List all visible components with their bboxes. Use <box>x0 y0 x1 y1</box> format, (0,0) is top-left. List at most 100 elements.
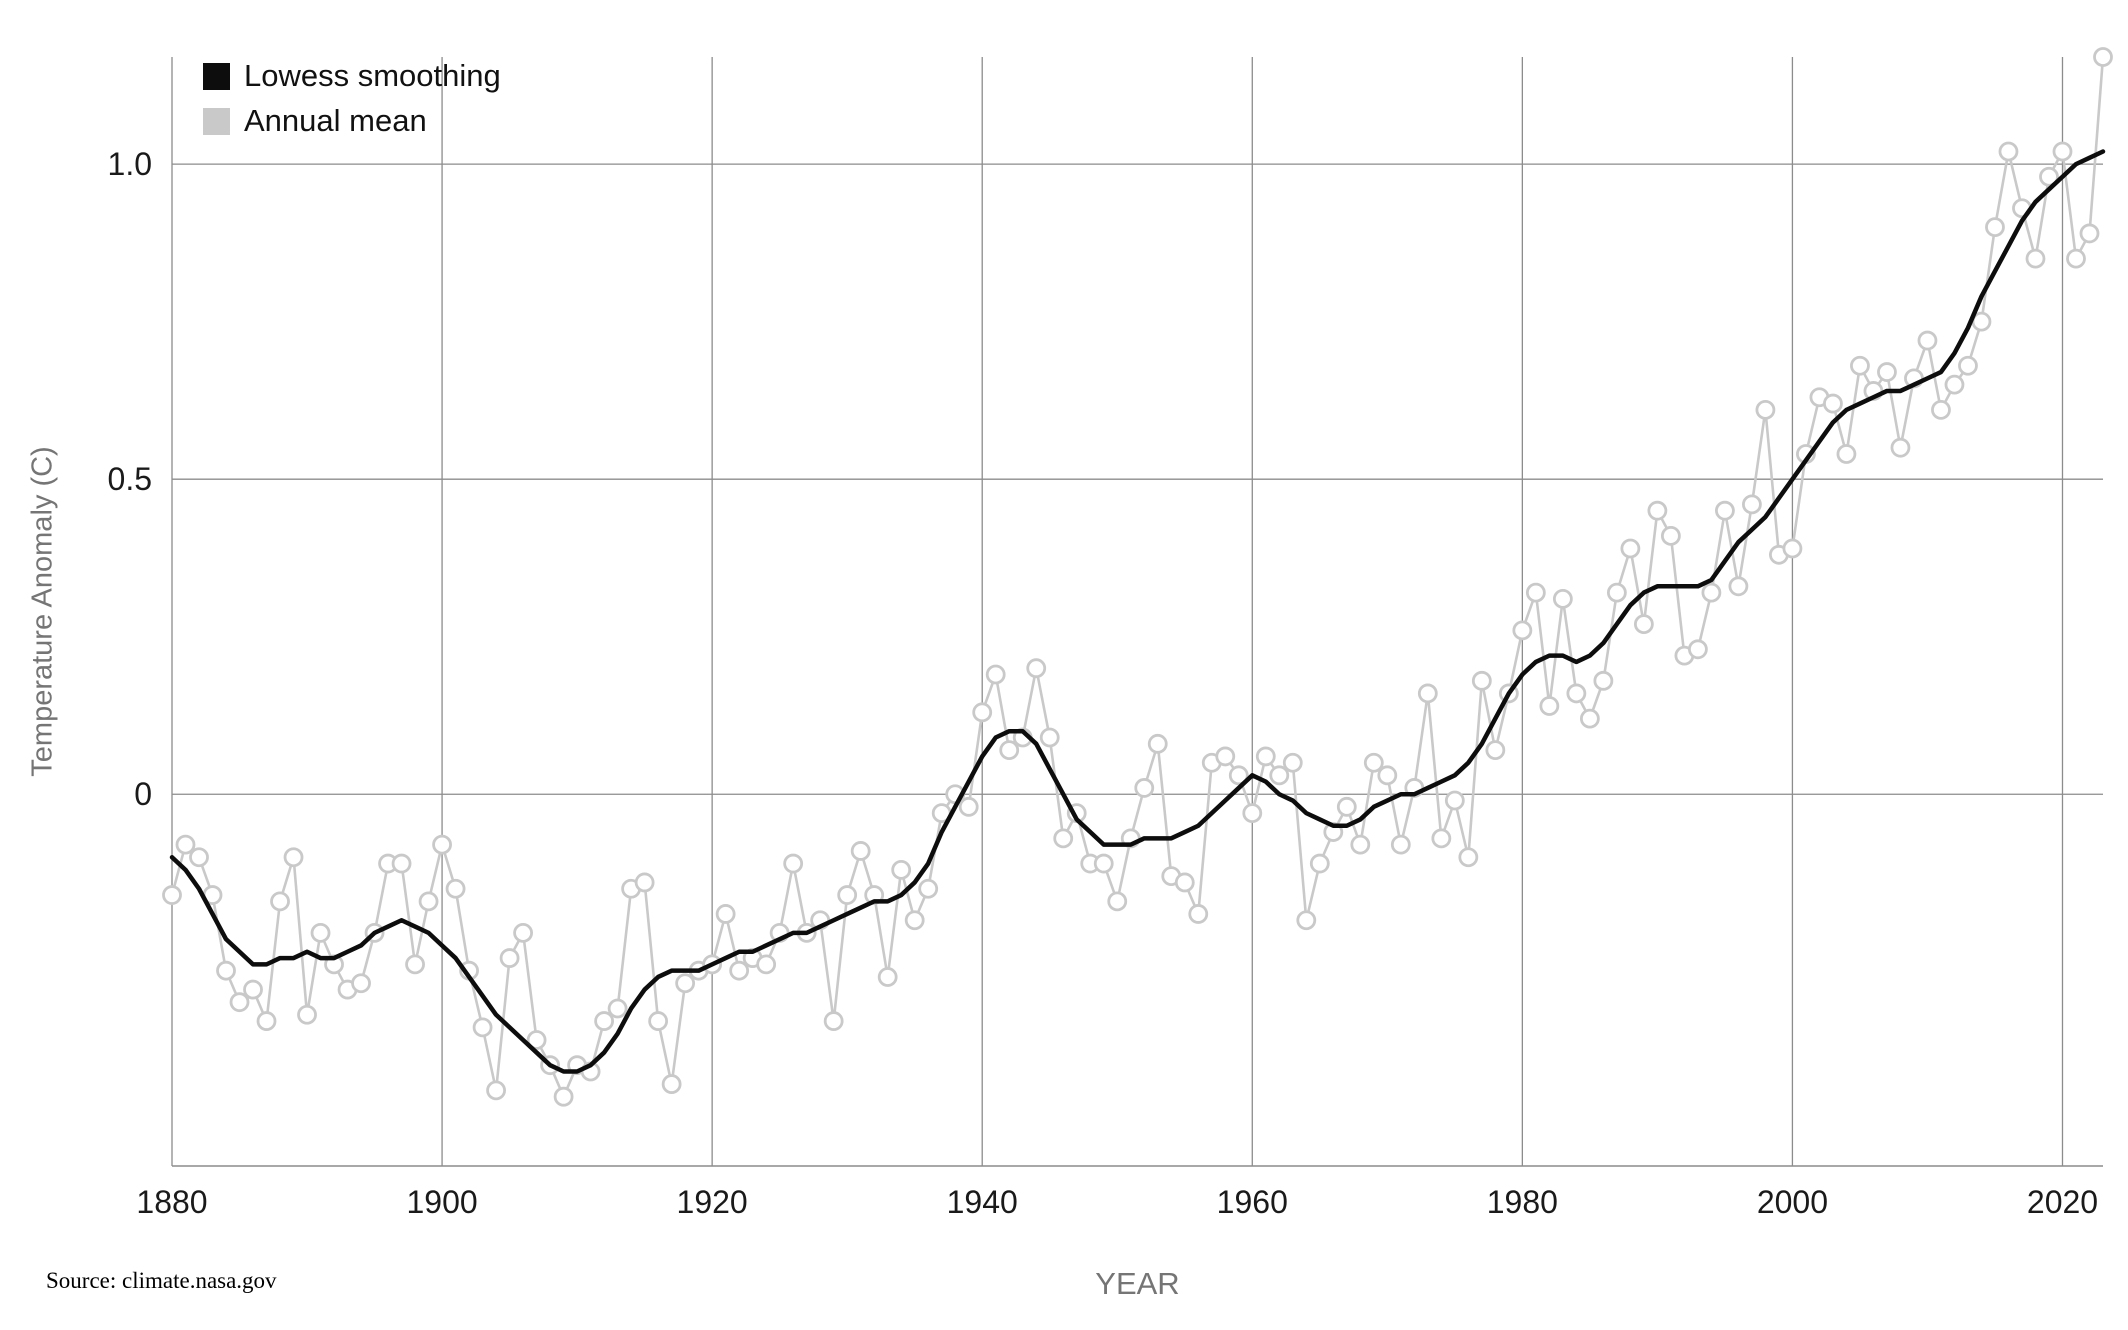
annual-mean-marker <box>1053 828 1074 849</box>
annual-mean-marker <box>270 891 290 912</box>
annual-mean-marker <box>2052 141 2073 162</box>
annual-mean-marker <box>1336 796 1357 817</box>
annual-mean-marker <box>391 853 412 874</box>
annual-mean-marker <box>850 841 871 861</box>
annual-mean-marker <box>877 967 898 987</box>
x-tick-label: 1920 <box>677 1184 748 1220</box>
annual-mean-marker <box>1755 399 1776 420</box>
y-tick-label: 0.5 <box>108 461 152 497</box>
annual-mean-marker <box>1377 765 1398 786</box>
annual-mean-marker <box>918 878 939 899</box>
annual-mean-marker <box>958 796 979 817</box>
annual-mean-marker <box>1850 355 1870 376</box>
annual-mean-marker <box>1715 500 1735 521</box>
annual-mean-marker <box>1877 362 1897 382</box>
annual-mean-marker <box>1134 778 1155 798</box>
annual-mean-marker <box>1147 733 1168 754</box>
legend-label-lowess: Lowess smoothing <box>244 58 501 93</box>
x-tick-label: 1940 <box>947 1184 1018 1220</box>
annual-mean-marker <box>432 834 452 855</box>
annual-mean-marker <box>1485 740 1506 761</box>
annual-mean-marker <box>1282 752 1303 773</box>
x-tick-label: 2000 <box>1757 1184 1828 1220</box>
annual-mean-marker <box>418 891 439 912</box>
annual-mean-marker <box>2039 166 2059 187</box>
annual-mean-marker <box>1471 670 1492 691</box>
y-axis-title: Temperature Anomaly (C) <box>26 446 59 777</box>
annual-mean-marker <box>1728 576 1749 597</box>
annual-mean-marker <box>1566 683 1587 704</box>
annual-mean-marker <box>499 948 520 968</box>
annual-mean-marker <box>1228 765 1249 786</box>
annual-mean-marker <box>1647 500 1668 521</box>
annual-mean-marker <box>351 973 371 994</box>
annual-mean-marker <box>1579 708 1600 729</box>
annual-mean-marker <box>891 859 912 880</box>
x-tick-label: 1880 <box>136 1184 207 1220</box>
annual-mean-marker <box>985 664 1006 685</box>
legend-label-annual: Annual mean <box>244 103 427 138</box>
annual-mean-marker <box>1539 696 1560 716</box>
annual-mean-marker <box>1444 790 1465 811</box>
annual-mean-marker <box>297 1004 317 1025</box>
annual-mean-marker <box>715 904 736 924</box>
annual-mean-marker <box>823 1011 844 1031</box>
annual-mean-marker <box>1836 444 1857 464</box>
lowess-line <box>169 149 2106 1074</box>
annual-mean-marker <box>243 979 263 1000</box>
annual-mean-marker <box>1512 620 1533 641</box>
annual-mean-marker <box>1242 803 1263 824</box>
annual-mean-marker <box>310 922 331 943</box>
annual-mean-marker <box>1296 910 1317 931</box>
annual-mean-marker <box>256 1011 277 1031</box>
annual-mean-line <box>170 56 2105 1100</box>
annual-mean-marker <box>1093 853 1114 874</box>
annual-mean-marker <box>1890 437 1911 458</box>
annual-mean-marker <box>189 847 209 868</box>
annual-mean-marker <box>216 960 236 981</box>
x-axis-title: YEAR <box>1095 1266 1180 1301</box>
annual-mean-marker <box>607 998 628 1019</box>
annual-swatch-icon <box>203 107 230 135</box>
annual-mean-marker <box>1552 588 1573 609</box>
annual-mean-marker <box>1107 891 1128 912</box>
annual-mean-marker <box>1931 399 1951 420</box>
annual-mean-marker <box>972 702 993 723</box>
annual-mean-marker <box>2093 47 2113 67</box>
annual-mean-marker <box>283 847 304 868</box>
annual-mean-marker <box>1309 853 1330 874</box>
annual-mean-marker <box>1269 765 1290 786</box>
annual-mean-marker <box>1417 683 1438 704</box>
annual-mean-marker <box>837 885 858 905</box>
x-tick-label: 1900 <box>406 1184 477 1220</box>
annual-mean-marker <box>472 1017 493 1038</box>
annual-mean-marker <box>2025 248 2046 269</box>
annual-mean-marker <box>553 1086 574 1107</box>
annual-mean-marker <box>648 1011 669 1031</box>
annual-mean-marker <box>634 872 655 893</box>
annual-mean-marker <box>2066 248 2086 269</box>
annual-mean-marker <box>1458 847 1479 868</box>
annual-mean-marker <box>1039 727 1060 748</box>
legend: Lowess smoothing Annual mean <box>203 58 501 139</box>
annual-mean-marker <box>1742 494 1762 515</box>
annual-mean-marker <box>1687 639 1708 660</box>
annual-mean-marker <box>1823 393 1843 414</box>
annual-mean-marker <box>999 740 1020 761</box>
y-axis-title-wrap: Temperature Anomaly (C) <box>0 57 86 1166</box>
annual-mean-marker <box>756 954 777 975</box>
annual-mean-marker <box>1620 538 1641 559</box>
lowess-swatch-icon <box>203 62 230 90</box>
annual-mean-marker <box>1606 582 1627 603</box>
annual-mean-marker <box>1917 330 1938 351</box>
annual-mean-marker <box>1363 752 1384 773</box>
annual-mean-marker <box>2079 223 2100 244</box>
annual-mean-marker <box>229 992 250 1013</box>
annual-mean-marker <box>1985 217 2005 238</box>
annual-mean-marker <box>1660 525 1681 546</box>
annual-mean-marker <box>675 973 696 994</box>
annual-mean-marker <box>1390 834 1411 855</box>
annual-mean-marker <box>1782 538 1803 559</box>
